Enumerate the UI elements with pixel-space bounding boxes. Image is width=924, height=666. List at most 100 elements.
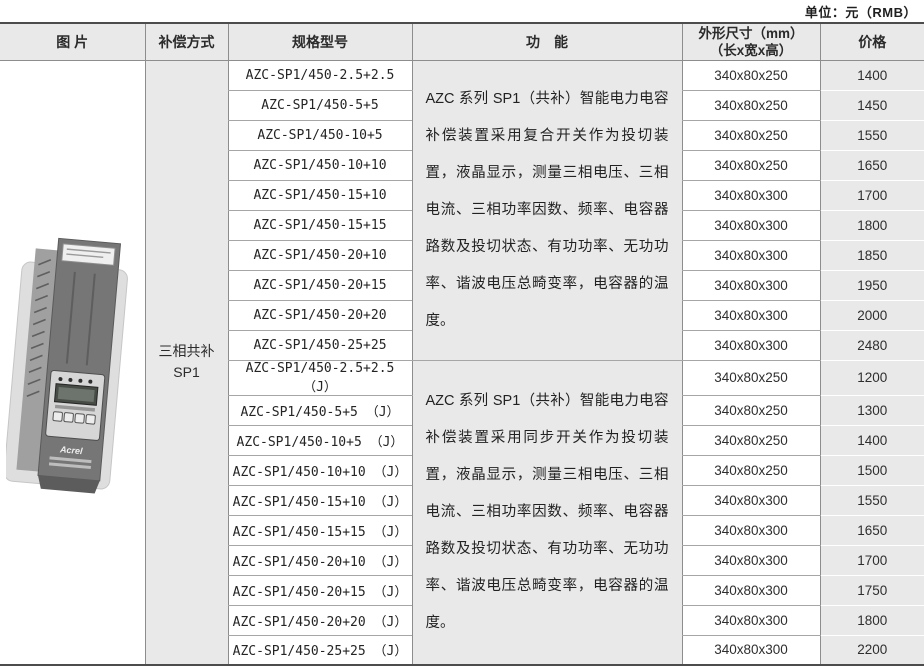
dimensions-cell: 340x80x300 <box>681 180 820 211</box>
price-cell: 1400 <box>819 425 924 456</box>
model-cell: AZC-SP1/450-15+15 <box>227 210 412 241</box>
table-row: AZC-SP1/450-10+10 340x80x250 1650 <box>0 150 924 181</box>
price-cell: 2480 <box>819 330 924 361</box>
price-cell: 1700 <box>819 545 924 576</box>
price-cell: 1450 <box>819 90 924 121</box>
table-row: AZC-SP1/450-25+25 （J） 340x80x300 2200 <box>0 635 924 666</box>
panel-text-strip <box>55 404 96 412</box>
price-cell: 1650 <box>819 515 924 546</box>
table-row: AZC-SP1/450-10+10 （J） 340x80x250 1500 <box>0 455 924 486</box>
model-cell: AZC-SP1/450-2.5+2.5 <box>227 60 412 91</box>
info-label-line <box>49 462 92 470</box>
model-cell: AZC-SP1/450-20+10 （J） <box>227 545 412 576</box>
brand-logo: Acrel <box>59 444 84 456</box>
dimensions-cell: 340x80x300 <box>681 300 820 331</box>
table-row: AZC-SP1/450-15+15 （J） 340x80x300 1650 <box>0 515 924 546</box>
table-row: AZC-SP1/450-10+5 （J） 340x80x250 1400 <box>0 425 924 456</box>
panel-buttons <box>52 411 97 425</box>
picture-cell: Acrel <box>0 60 145 665</box>
model-cell: AZC-SP1/450-20+15 <box>227 270 412 301</box>
price-cell: 1550 <box>819 120 924 151</box>
vent-slots <box>26 259 52 398</box>
dimensions-cell: 340x80x300 <box>681 515 820 546</box>
dimensions-cell: 340x80x300 <box>681 485 820 516</box>
price-cell: 1750 <box>819 575 924 606</box>
table-row: AZC-SP1/450-20+15 （J） 340x80x300 1750 <box>0 575 924 606</box>
model-cell: AZC-SP1/450-5+5 <box>227 90 412 121</box>
price-cell: 1400 <box>819 60 924 91</box>
model-cell: AZC-SP1/450-25+25 <box>227 330 412 361</box>
header-model: 规格型号 <box>227 23 412 61</box>
price-cell: 1850 <box>819 240 924 271</box>
method-line1: 三相共补 <box>158 343 215 360</box>
led-indicators <box>58 377 93 384</box>
dimensions-cell: 340x80x250 <box>681 120 820 151</box>
dimensions-cell: 340x80x300 <box>681 545 820 576</box>
dimensions-cell: 340x80x250 <box>681 150 820 181</box>
header-row: 图 片 补偿方式 规格型号 功 能 外形尺寸（mm） （长x宽x高） 价格 <box>0 23 924 61</box>
price-cell: 1200 <box>819 360 924 396</box>
method-cell: 三相共补 SP1 <box>144 60 228 665</box>
table-row: AZC-SP1/450-20+20 340x80x300 2000 <box>0 300 924 331</box>
model-cell: AZC-SP1/450-20+20 <box>227 300 412 331</box>
function-cell: AZC 系列 SP1（共补）智能电力电容补偿装置采用复合开关作为投切装置，液晶显… <box>411 60 682 361</box>
price-cell: 1500 <box>819 455 924 486</box>
model-cell: AZC-SP1/450-25+25 （J） <box>227 635 412 666</box>
model-cell: AZC-SP1/450-15+15 （J） <box>227 515 412 546</box>
dimensions-cell: 340x80x300 <box>681 575 820 606</box>
price-cell: 1800 <box>819 210 924 241</box>
table-row: AZC-SP1/450-15+15 340x80x300 1800 <box>0 210 924 241</box>
dimensions-cell: 340x80x300 <box>681 330 820 361</box>
price-cell: 2200 <box>819 635 924 666</box>
product-price-table: 图 片 补偿方式 规格型号 功 能 外形尺寸（mm） （长x宽x高） 价格 <box>0 22 924 666</box>
table-row: AZC-SP1/450-2.5+2.5 （J） AZC 系列 SP1（共补）智能… <box>0 360 924 666</box>
table-row: AZC-SP1/450-15+10 （J） 340x80x300 1550 <box>0 485 924 516</box>
dimensions-cell: 340x80x300 <box>681 635 820 666</box>
model-cell: AZC-SP1/450-20+20 （J） <box>227 605 412 636</box>
price-cell: 1700 <box>819 180 924 211</box>
model-cell: AZC-SP1/450-15+10 （J） <box>227 485 412 516</box>
model-cell: AZC-SP1/450-20+10 <box>227 240 412 271</box>
model-cell: AZC-SP1/450-10+10 （J） <box>227 455 412 486</box>
front-groove <box>86 273 97 366</box>
table-row: AZC-SP1/450-20+15 340x80x300 1950 <box>0 270 924 301</box>
header-price: 价格 <box>819 23 924 61</box>
price-cell: 2000 <box>819 300 924 331</box>
price-cell: 1650 <box>819 150 924 181</box>
header-picture: 图 片 <box>0 23 145 61</box>
dimensions-cell: 340x80x300 <box>681 240 820 271</box>
table-row: AZC-SP1/450-20+20 （J） 340x80x300 1800 <box>0 605 924 636</box>
header-dimensions: 外形尺寸（mm） （长x宽x高） <box>681 23 820 61</box>
price-cell: 1300 <box>819 395 924 426</box>
table-row: AZC-SP1/450-20+10 （J） 340x80x300 1700 <box>0 545 924 576</box>
dimensions-cell: 340x80x250 <box>681 60 820 91</box>
dimensions-cell: 340x80x250 <box>681 360 820 396</box>
header-dimensions-line1: 外形尺寸（mm） <box>698 25 804 41</box>
dimensions-cell: 340x80x300 <box>681 210 820 241</box>
model-cell: AZC-SP1/450-10+5 <box>227 120 412 151</box>
price-cell: 1950 <box>819 270 924 301</box>
model-cell: AZC-SP1/450-10+5 （J） <box>227 425 412 456</box>
dimensions-cell: 340x80x250 <box>681 455 820 486</box>
table-row: AZC-SP1/450-20+10 340x80x300 1850 <box>0 240 924 271</box>
price-cell: 1800 <box>819 605 924 636</box>
dimensions-cell: 340x80x300 <box>681 270 820 301</box>
table-row: AZC-SP1/450-5+5 340x80x250 1450 <box>0 90 924 121</box>
model-cell: AZC-SP1/450-5+5 （J） <box>227 395 412 426</box>
model-cell: AZC-SP1/450-20+15 （J） <box>227 575 412 606</box>
header-method: 补偿方式 <box>144 23 228 61</box>
table-row: Acrel 三相共补 SP1 AZC-SP1/450-2.5+2.5 AZC 系… <box>0 60 924 665</box>
dimensions-cell: 340x80x300 <box>681 605 820 636</box>
info-label-line <box>49 456 92 464</box>
product-photo: Acrel <box>6 238 129 494</box>
table-row: AZC-SP1/450-15+10 340x80x300 1700 <box>0 180 924 211</box>
function-cell: AZC 系列 SP1（共补）智能电力电容补偿装置采用同步开关作为投切装置，液晶显… <box>411 360 682 666</box>
method-line2: SP1 <box>173 364 200 381</box>
header-function: 功 能 <box>411 23 682 61</box>
table-row: AZC-SP1/450-25+25 340x80x300 2480 <box>0 330 924 361</box>
price-cell: 1550 <box>819 485 924 516</box>
model-cell: AZC-SP1/450-10+10 <box>227 150 412 181</box>
model-cell: AZC-SP1/450-2.5+2.5 （J） <box>227 360 412 396</box>
front-groove <box>66 272 77 364</box>
model-cell: AZC-SP1/450-15+10 <box>227 180 412 211</box>
